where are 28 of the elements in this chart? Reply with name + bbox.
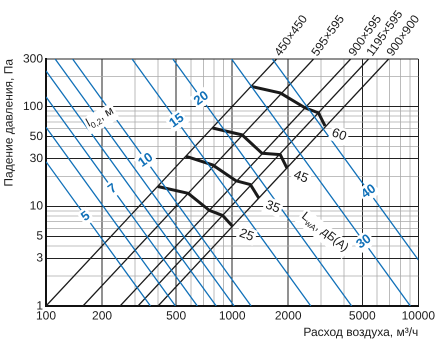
y-tick-label: 3: [36, 250, 44, 265]
y-tick-label: 5: [36, 228, 44, 243]
x-tick-label: 200: [92, 308, 112, 323]
text: 45: [292, 166, 311, 186]
text: 25: [237, 224, 256, 244]
text: 5: [78, 208, 92, 224]
text: 20: [190, 87, 212, 108]
x-tick-label: 2000: [274, 308, 302, 323]
text: 10: [135, 149, 156, 170]
text: 40: [358, 180, 378, 202]
y-axis-title: Падение давления, Па: [2, 58, 16, 187]
annotation: l0,2, м: [83, 103, 116, 130]
x-axis-title: Расход воздуха, м³/ч: [303, 325, 418, 340]
y-tick-label: 10: [30, 198, 44, 213]
text: 35: [264, 196, 282, 216]
x-tick-label: 500: [166, 308, 186, 323]
text: 7: [104, 180, 120, 196]
x-tick-label: 1000: [218, 308, 246, 323]
x-tick-label: 10000: [402, 308, 436, 323]
text: 15: [166, 110, 186, 130]
text: 60: [330, 124, 349, 144]
text: 30: [353, 230, 374, 252]
y-tick-label: 300: [22, 51, 44, 66]
x-tick-label: 5000: [348, 308, 376, 323]
y-tick-label: 100: [22, 98, 44, 113]
y-tick-label: 50: [30, 128, 44, 143]
y-tick-label: 30: [30, 151, 44, 166]
y-tick-label: 1: [36, 298, 44, 312]
